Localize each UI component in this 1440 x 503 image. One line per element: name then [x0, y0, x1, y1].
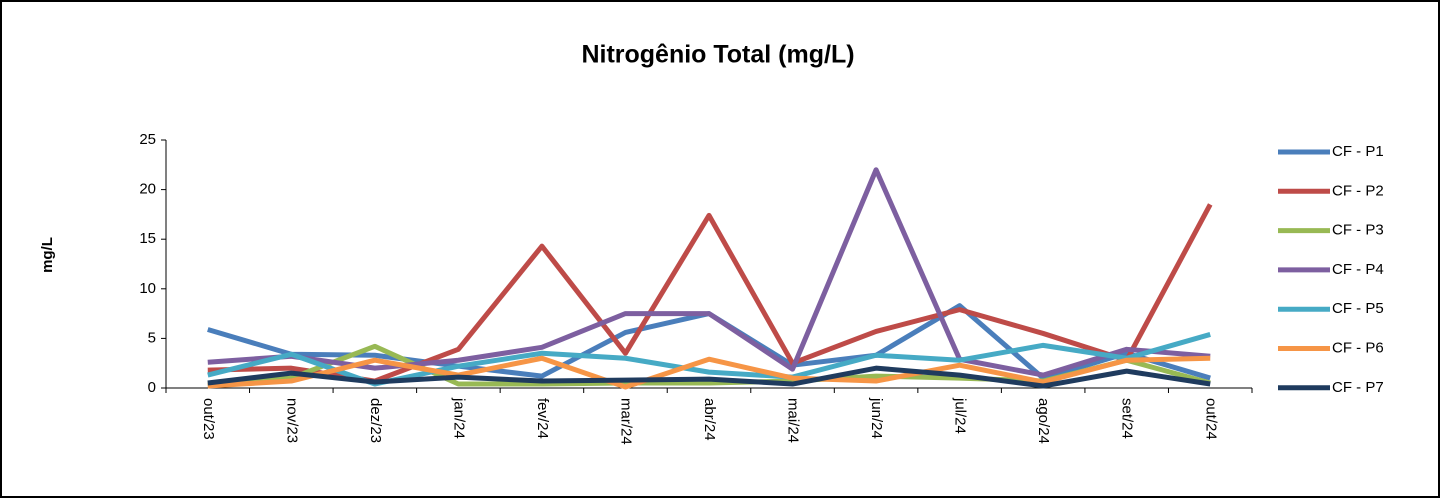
- x-tick-label: mai/24: [785, 398, 802, 443]
- x-tick-label: out/24: [1202, 398, 1219, 440]
- series-line: [207, 365, 1211, 389]
- series-line: [207, 167, 1211, 378]
- x-tick-label: jul/24: [952, 397, 969, 434]
- legend-label: CF - P7: [1332, 379, 1384, 396]
- y-axis-label: mg/L: [39, 237, 56, 273]
- legend-label: CF - P6: [1332, 339, 1384, 356]
- legend-label: CF - P2: [1332, 182, 1384, 199]
- legend-label: CF - P3: [1332, 222, 1384, 239]
- x-tick-label: dez/23: [367, 398, 384, 443]
- series-line: [207, 355, 1211, 390]
- y-tick-label: 25: [139, 131, 156, 148]
- y-tick-label: 20: [139, 181, 156, 198]
- x-tick-label: jun/24: [868, 397, 885, 439]
- legend-label: CF - P5: [1332, 300, 1384, 317]
- x-tick-label: abr/24: [701, 398, 718, 441]
- x-tick-label: jan/24: [450, 397, 467, 439]
- x-tick-label: mar/24: [617, 398, 634, 445]
- y-tick-label: 5: [148, 329, 156, 346]
- x-tick-label: ago/24: [1035, 398, 1052, 444]
- y-tick-label: 15: [139, 230, 156, 247]
- x-tick-label: set/24: [1119, 398, 1136, 439]
- x-tick-label: nov/23: [283, 398, 300, 443]
- chart-title: Nitrogênio Total (mg/L): [581, 41, 854, 69]
- legend-label: CF - P4: [1332, 261, 1384, 278]
- x-tick-label: fev/24: [534, 398, 551, 439]
- y-tick-label: 0: [148, 379, 156, 396]
- x-tick-label: out/23: [200, 398, 217, 440]
- y-tick-label: 10: [139, 280, 156, 297]
- legend-label: CF - P1: [1332, 143, 1384, 160]
